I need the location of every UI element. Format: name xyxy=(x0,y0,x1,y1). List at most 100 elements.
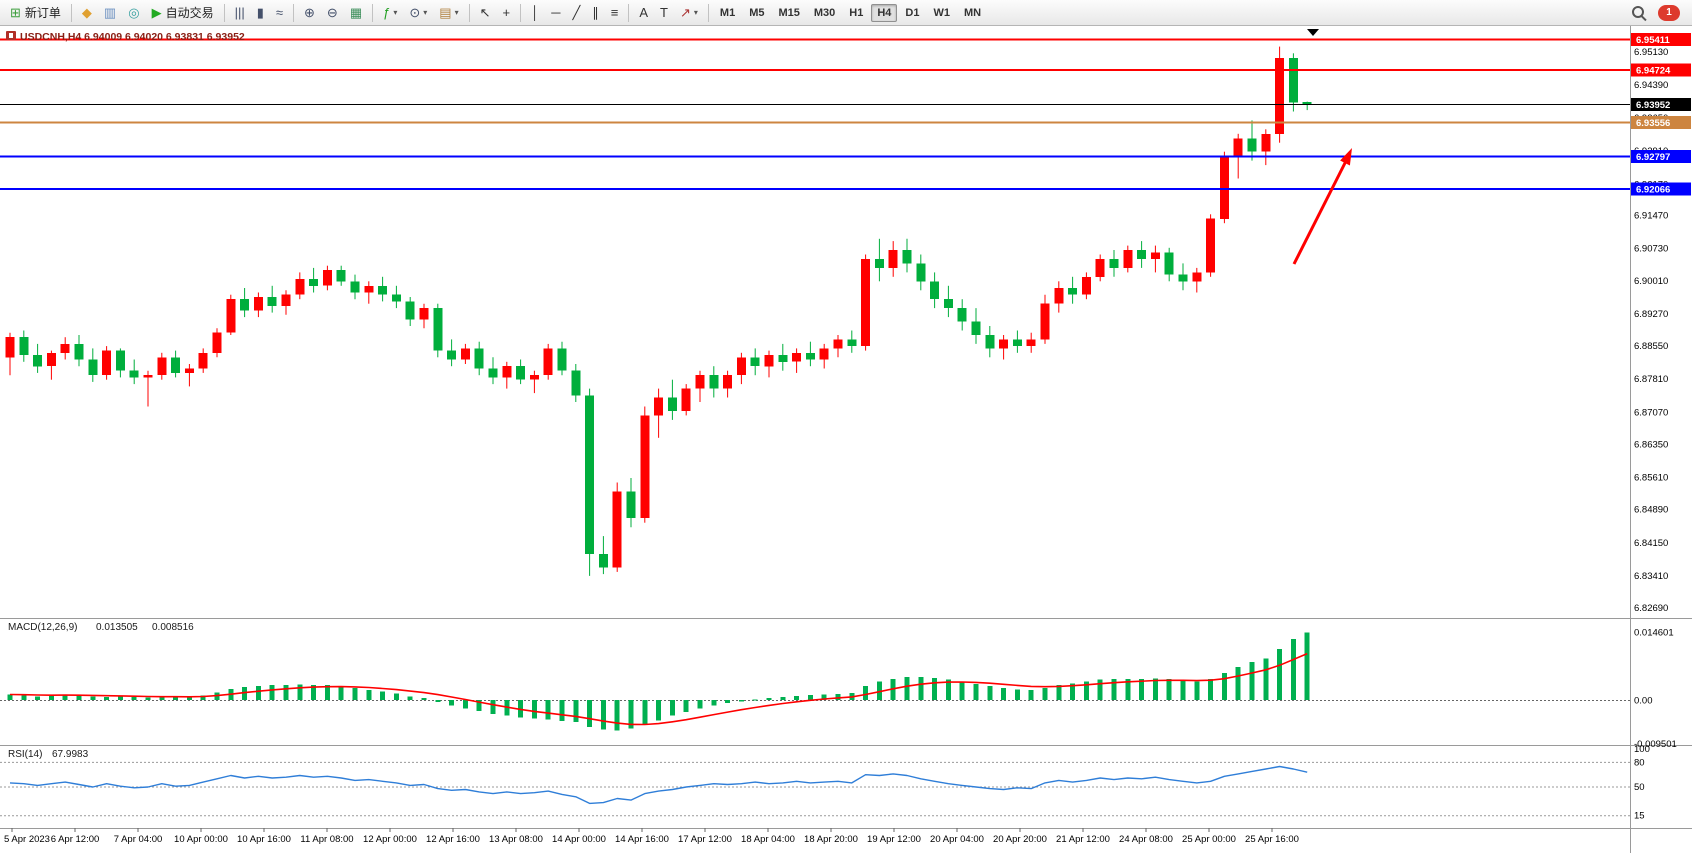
chevron-down-icon: ▾ xyxy=(423,8,428,17)
timeframe-h4-button[interactable]: H4 xyxy=(871,3,898,22)
macd-histogram-bar xyxy=(476,700,482,712)
indicators-button[interactable]: ƒ ▾ xyxy=(378,1,402,24)
channel-button[interactable]: ∥ xyxy=(587,1,604,24)
candle-body xyxy=(184,368,194,373)
macd-histogram-bar xyxy=(1166,679,1172,700)
axis-label: 80 xyxy=(1634,757,1645,768)
macd-histogram-bar xyxy=(656,700,662,721)
price-axis-label: 6.82690 xyxy=(1634,603,1668,614)
candle-body xyxy=(723,375,733,389)
time-axis-label: 12 Apr 16:00 xyxy=(426,834,480,845)
trendline-button[interactable]: ╱ xyxy=(567,1,585,24)
macd-histogram-bar xyxy=(794,695,800,700)
timeframe-w1-button[interactable]: W1 xyxy=(933,6,950,19)
price-axis-label: 6.91470 xyxy=(1634,211,1668,222)
toolbar-separator xyxy=(223,3,225,22)
macd-histogram-bar xyxy=(1070,683,1076,700)
macd-histogram-bar xyxy=(311,684,317,700)
macd-histogram-bar xyxy=(863,686,869,700)
macd-histogram-bar xyxy=(1208,678,1214,700)
timeframe-m30-button[interactable]: M30 xyxy=(813,6,836,19)
trend-arrow-annotation[interactable] xyxy=(1292,160,1348,265)
macd-histogram-bar xyxy=(725,700,731,704)
axis-label: 50 xyxy=(1634,782,1645,793)
vertical-line-button[interactable]: │ xyxy=(526,1,544,24)
candle-body xyxy=(819,348,829,360)
line-chart-button[interactable]: ≈ xyxy=(271,1,288,24)
horizontal-line-button[interactable]: ─ xyxy=(546,1,565,24)
price-tag-label: 6.93556 xyxy=(1636,118,1670,129)
cursor-button[interactable]: ↖ xyxy=(475,1,496,24)
timeframe-h1-button[interactable]: H1 xyxy=(849,6,864,19)
rsi-value: 67.9983 xyxy=(52,749,89,760)
trend-arrow-head[interactable] xyxy=(1340,148,1352,166)
templates-icon: ▤ xyxy=(439,5,452,20)
new-order-button[interactable]: ⊞ 新订单 xyxy=(5,1,66,24)
candle-body xyxy=(681,388,691,411)
price-chart[interactable]: 6.951306.943906.936506.929106.921706.914… xyxy=(0,26,1692,853)
timeframe-m15-button[interactable]: M15 xyxy=(778,6,800,19)
price-axis-label: 6.86350 xyxy=(1634,439,1668,450)
candle-body xyxy=(171,357,181,373)
macd-histogram-bar xyxy=(1221,673,1227,700)
timeframe-m1-button[interactable]: M1 xyxy=(719,6,736,19)
arrows-icon: ↗ xyxy=(680,5,691,20)
price-axis-label: 6.90730 xyxy=(1634,244,1668,255)
periods-button[interactable]: ⊙ ▾ xyxy=(404,1,432,24)
toolbar-separator xyxy=(293,3,295,22)
candle-body xyxy=(198,352,208,369)
fibonacci-button[interactable]: ≡ xyxy=(606,1,624,24)
macd-histogram-bar xyxy=(711,700,717,706)
macd-histogram-bar xyxy=(490,700,496,714)
label-button[interactable]: T xyxy=(655,1,673,24)
toolbar-separator xyxy=(520,3,522,22)
text-button[interactable]: A xyxy=(634,1,653,24)
price-axis-label: 6.88550 xyxy=(1634,341,1668,352)
chart-shift-marker-icon[interactable] xyxy=(1307,29,1319,36)
candle-body xyxy=(419,308,429,320)
arrows-button[interactable]: ↗ ▾ xyxy=(675,1,703,24)
navigator-button[interactable]: ◎ xyxy=(123,1,144,24)
candle-body xyxy=(1275,57,1285,134)
macd-histogram-bar xyxy=(614,700,620,731)
macd-histogram-bar xyxy=(807,694,813,700)
search-icon[interactable] xyxy=(1630,4,1648,22)
candle-body xyxy=(1095,259,1105,277)
macd-histogram-bar xyxy=(62,694,68,700)
templates-button[interactable]: ▤ ▾ xyxy=(434,1,463,24)
macd-histogram-bar xyxy=(90,696,96,700)
macd-histogram-bar xyxy=(1235,666,1241,700)
macd-histogram-bar xyxy=(1028,689,1034,700)
rsi-line xyxy=(9,765,1308,805)
candle-body xyxy=(102,350,112,376)
candle-body xyxy=(1150,252,1160,259)
crosshair-button[interactable]: + xyxy=(498,1,516,24)
candle-body xyxy=(957,308,967,322)
vertical-line-icon: │ xyxy=(531,5,540,20)
candle-body xyxy=(1081,276,1091,295)
candlestick-chart-button[interactable]: ▮ xyxy=(252,1,269,24)
candle-body xyxy=(460,348,470,360)
timeframe-mn-button[interactable]: MN xyxy=(963,6,982,19)
notification-badge[interactable]: 1 xyxy=(1658,4,1680,21)
tile-windows-button[interactable]: ▦ xyxy=(345,1,367,24)
candle-body xyxy=(1137,250,1147,259)
timeframe-d1-button[interactable]: D1 xyxy=(905,6,920,19)
timeframe-m5-button[interactable]: M5 xyxy=(749,6,765,19)
macd-histogram-bar xyxy=(766,698,772,700)
zoom-out-button[interactable]: ⊖ xyxy=(322,1,343,24)
market-watch-button[interactable]: ◆ xyxy=(77,1,97,24)
candle-body xyxy=(1164,252,1174,275)
bar-chart-button[interactable]: ||| xyxy=(230,1,250,24)
candle-body xyxy=(861,259,871,347)
zoom-in-button[interactable]: ⊕ xyxy=(299,1,320,24)
candle-body xyxy=(129,370,139,378)
auto-trading-button[interactable]: ▶ 自动交易 xyxy=(147,1,219,24)
price-axis-label: 6.87810 xyxy=(1634,374,1668,385)
price-tag xyxy=(1631,182,1691,196)
macd-histogram-bar xyxy=(1194,681,1200,700)
data-window-button[interactable]: ▥ xyxy=(99,1,121,24)
time-axis-label: 19 Apr 12:00 xyxy=(867,834,921,845)
candle-body xyxy=(212,332,222,353)
price-tag xyxy=(1631,32,1691,46)
